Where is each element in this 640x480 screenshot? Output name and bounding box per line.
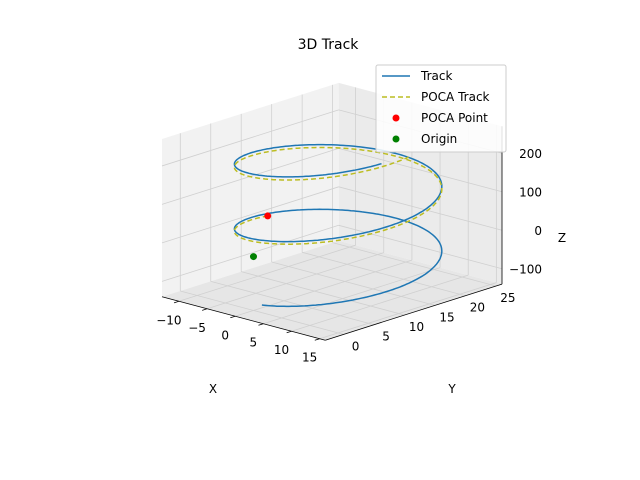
grid-z-back <box>161 224 339 282</box>
grid-x-floor <box>206 252 384 310</box>
origin-marker <box>249 253 257 261</box>
legend-label-origin: Origin <box>421 132 457 146</box>
x-tick-mark <box>258 323 264 326</box>
grid-x-floor <box>291 274 469 332</box>
grid-z-back <box>161 109 339 167</box>
z-axis-label: Z <box>558 231 566 245</box>
y-tick-label: 10 <box>409 320 424 334</box>
legend-label-poca-point: POCA Point <box>421 111 488 125</box>
x-tick-mark <box>230 315 236 319</box>
grid-lines <box>161 84 503 341</box>
grid-y-floor <box>271 261 436 306</box>
legend: Track POCA Track POCA Point Origin <box>375 64 507 153</box>
x-axis-line <box>161 296 326 341</box>
x-tick-mark <box>173 300 180 304</box>
x-tick-label: 5 <box>250 336 258 350</box>
x-tick-label: 0 <box>221 328 229 342</box>
grid-x-floor <box>178 244 356 302</box>
grid-y-floor <box>210 280 375 326</box>
grid-x-floor <box>319 282 497 340</box>
pane-back <box>162 82 339 297</box>
series-track-line <box>233 143 443 308</box>
y-tick-label: 25 <box>500 291 515 305</box>
pane-floor <box>162 240 502 341</box>
plot-area <box>233 143 443 308</box>
poca-point-marker <box>264 212 272 220</box>
grid-x-floor <box>235 259 413 317</box>
x-axis-label: X <box>209 382 217 396</box>
grid-z-back <box>161 186 339 244</box>
grid-z-right <box>338 186 503 231</box>
x-tick-label: −10 <box>156 313 181 327</box>
y-tick-label: 15 <box>439 310 454 324</box>
y-tick-label: 5 <box>382 330 390 344</box>
legend-marker-poca-point <box>392 114 400 122</box>
legend-marker-origin <box>392 135 400 143</box>
x-tick-mark <box>286 330 292 334</box>
z-tick-label: 100 <box>519 186 542 200</box>
y-tick-label: 20 <box>470 301 485 315</box>
z-tick-label: 0 <box>534 224 542 238</box>
legend-box <box>375 64 507 153</box>
series-poca-track-line <box>233 146 443 245</box>
z-tick-label: −100 <box>509 263 542 277</box>
grid-y-floor <box>241 271 405 316</box>
axis-labels: X Y Z −10 −5 0 5 10 15 0 5 10 15 20 25 −100 0 100 200 <box>156 147 566 396</box>
grid-x-floor <box>263 267 441 325</box>
x-tick-label: 15 <box>302 351 317 365</box>
y-tick-label: 0 <box>352 339 360 353</box>
grid-y-floor <box>302 251 466 297</box>
chart-title: 3D Track <box>298 37 360 53</box>
y-axis-line <box>325 283 503 341</box>
x-tick-label: −5 <box>188 321 206 335</box>
grid-y-floor <box>180 290 344 335</box>
y-axis-label: Y <box>447 382 456 396</box>
legend-label-track: Track <box>420 69 452 83</box>
x-tick-mark <box>202 308 208 311</box>
grid-y-floor <box>332 242 497 287</box>
legend-label-poca-track: POCA Track <box>421 90 490 104</box>
grid-z-right <box>338 147 503 193</box>
x-tick-mark <box>314 338 320 341</box>
x-tick-label: 10 <box>274 343 289 357</box>
z-tick-label: 200 <box>519 147 542 161</box>
